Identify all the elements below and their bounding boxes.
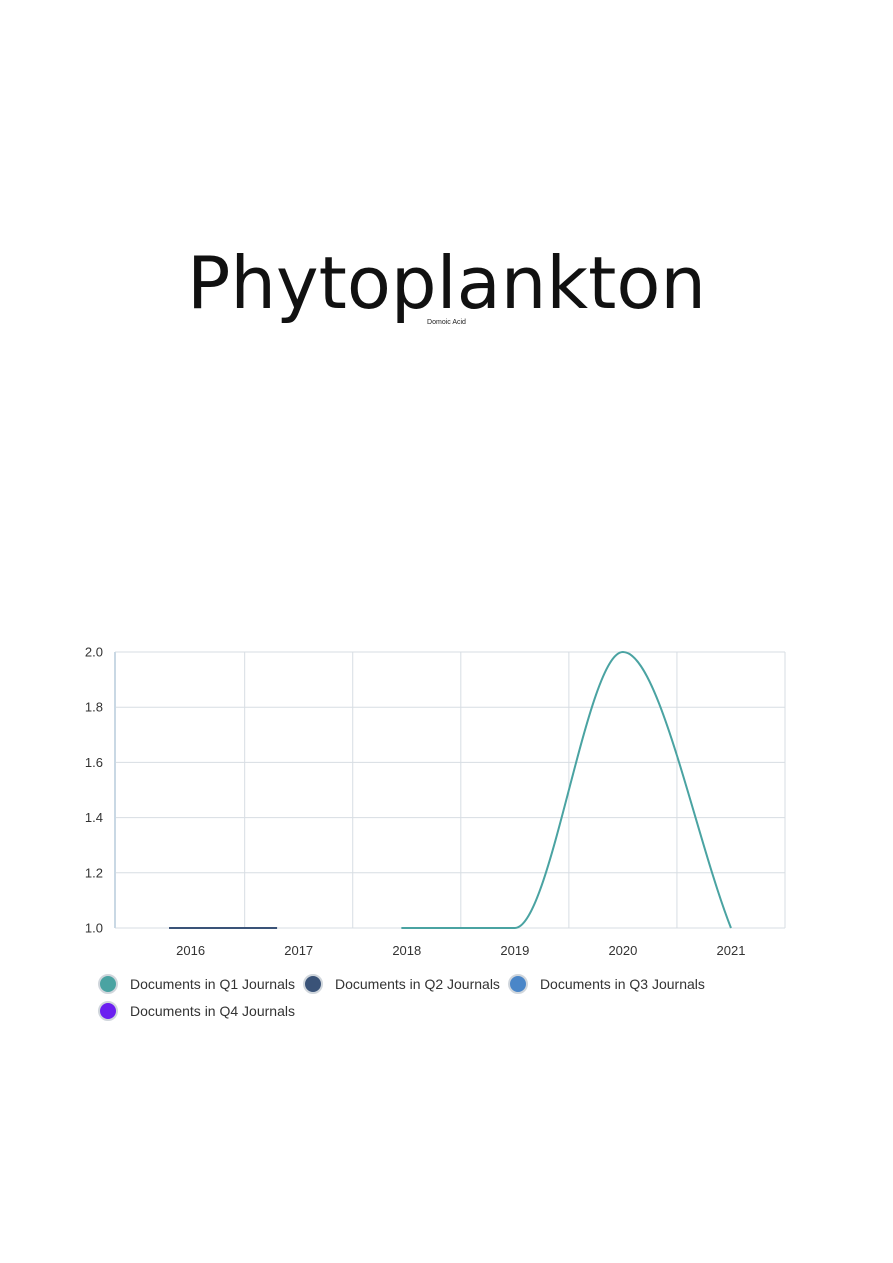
legend-item-q4[interactable]: Documents in Q4 Journals	[98, 997, 295, 1024]
x-tick-label: 2018	[392, 943, 421, 958]
series-line-q1	[401, 650, 732, 929]
y-tick-label: 1.2	[85, 865, 103, 880]
legend-item-q3[interactable]: Documents in Q3 Journals	[507, 970, 705, 997]
chart-legend: Documents in Q1 Journals Documents in Q2 …	[98, 970, 818, 1024]
page-title: Phytoplankton	[186, 241, 706, 325]
legend-label: Documents in Q3 Journals	[539, 975, 705, 992]
chart-axes: 1.0 1.2 1.4 1.6 1.8 2.0 2016 2017 2018 2019 2020 20…	[85, 645, 746, 959]
x-tick-label: 2020	[608, 943, 637, 958]
y-tick-label: 2.0	[85, 645, 103, 660]
legend-swatch	[98, 973, 118, 994]
legend-label: Documents in Q1 Journals	[130, 975, 295, 992]
legend-swatch	[302, 973, 323, 994]
x-tick-label: 2021	[717, 943, 746, 958]
x-tick-label: 2016	[176, 943, 205, 958]
y-tick-label: 1.6	[85, 755, 103, 770]
legend-item-q1[interactable]: Documents in Q1 Journals	[98, 970, 295, 997]
y-tick-label: 1.4	[85, 810, 103, 825]
page-subtitle: Domoic Acid	[427, 319, 466, 326]
x-tick-label: 2019	[500, 943, 529, 958]
x-tick-label: 2017	[284, 943, 313, 958]
chart-grid	[115, 651, 786, 929]
legend-label: Documents in Q2 Journals	[334, 975, 500, 992]
y-tick-label: 1.0	[85, 921, 103, 936]
y-tick-label: 1.8	[85, 700, 103, 715]
chart-series	[169, 650, 732, 929]
legend-swatch	[507, 973, 528, 994]
legend-swatch	[98, 1000, 118, 1021]
legend-item-q2[interactable]: Documents in Q2 Journals	[302, 970, 500, 997]
legend-label: Documents in Q4 Journals	[130, 1002, 295, 1019]
